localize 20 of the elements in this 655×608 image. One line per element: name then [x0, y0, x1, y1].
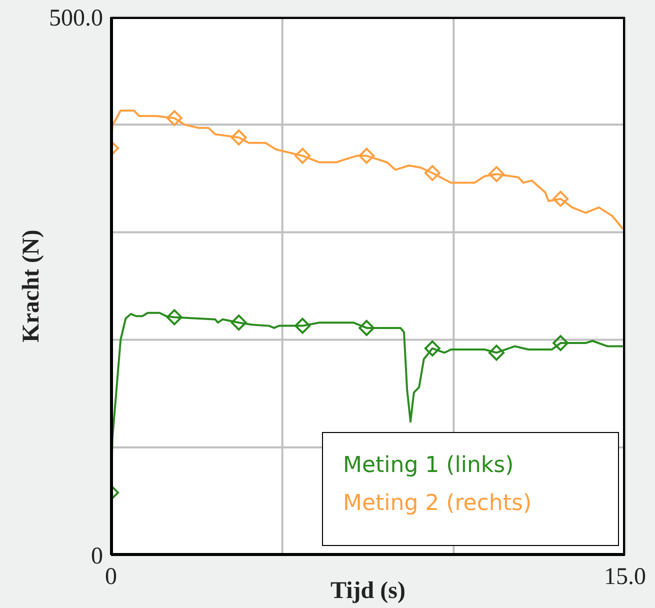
point: [358, 148, 375, 164]
point: [424, 340, 440, 356]
point: [488, 344, 504, 361]
point: [230, 314, 247, 331]
point: [166, 309, 182, 326]
point: [294, 318, 311, 334]
legend-frame: Meting 1 (links) Meting 2 (rechts): [322, 432, 619, 546]
x-axis-title: Tijd (s): [330, 578, 406, 604]
point: [424, 165, 440, 182]
y-tick-label: 500.0: [49, 6, 103, 32]
point: [552, 335, 569, 352]
point: [358, 320, 375, 336]
x-tick-label: 15.0: [604, 564, 646, 590]
point: [230, 130, 247, 146]
y-axis-title: Kracht (N): [18, 230, 45, 342]
point: [488, 166, 504, 182]
point: [166, 110, 182, 126]
point: [552, 190, 569, 207]
line-series: [111, 110, 624, 230]
point: [294, 148, 311, 164]
